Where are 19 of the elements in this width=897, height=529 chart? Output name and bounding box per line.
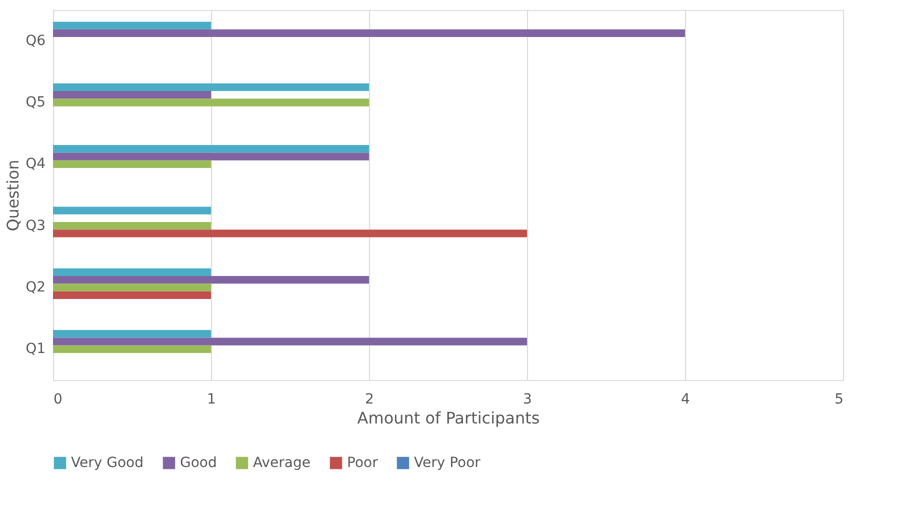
legend-label: Average <box>253 455 310 471</box>
y-tick-label: Q4 <box>26 156 46 172</box>
legend-label: Good <box>180 455 217 471</box>
y-tick-label: Q5 <box>26 94 46 110</box>
y-tick-label: Q6 <box>26 32 46 49</box>
legend-label: Poor <box>347 455 378 471</box>
x-tick-label: 2 <box>365 392 374 408</box>
x-tick-label: 1 <box>207 392 216 408</box>
legend-label: Very Poor <box>414 455 481 471</box>
y-tick-label: Q2 <box>26 280 46 296</box>
x-tick-label: 3 <box>523 392 532 408</box>
y-tick-label: Q1 <box>26 341 46 358</box>
x-tick-label: 0 <box>54 392 62 408</box>
x-tick-label: 5 <box>834 392 844 408</box>
y-axis-title: Question <box>4 160 23 232</box>
x-axis-title: Amount of Participants <box>357 408 540 428</box>
legend-label: Very Good <box>71 455 144 471</box>
y-tick-label: Q3 <box>26 218 46 234</box>
x-tick-label: 4 <box>681 392 690 408</box>
